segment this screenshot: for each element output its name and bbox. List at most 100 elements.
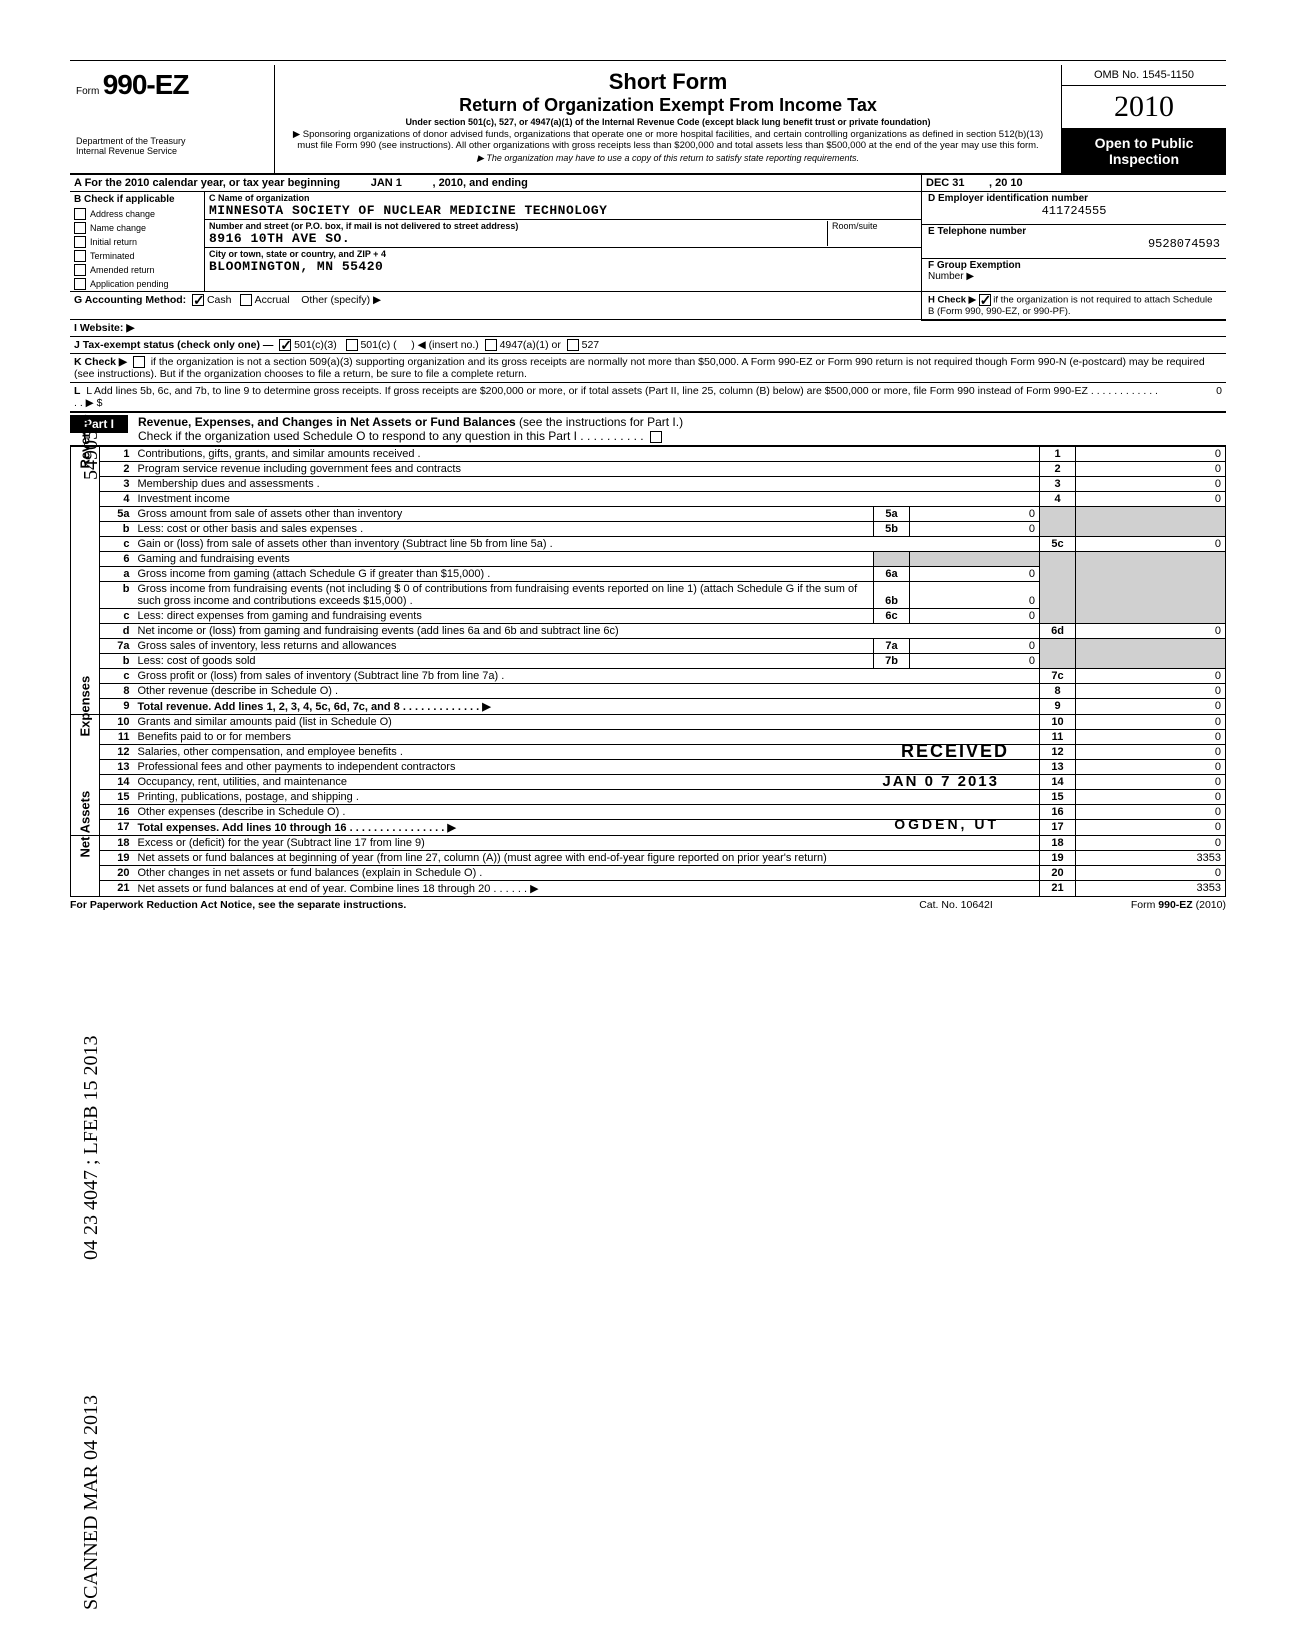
footer-left: For Paperwork Reduction Act Notice, see … <box>70 899 856 911</box>
room-suite-label: Room/suite <box>827 221 917 246</box>
part1-header: Part I Revenue, Expenses, and Changes in… <box>70 413 1226 446</box>
agency-line2: Internal Revenue Service <box>76 147 268 157</box>
phone-value: 9528074593 <box>928 237 1220 251</box>
g-other: Other (specify) ▶ <box>301 294 381 306</box>
j-o4: 527 <box>582 339 600 351</box>
line-5c: c Gain or (loss) from sale of assets oth… <box>71 537 1226 552</box>
agency-block: Department of the Treasury Internal Reve… <box>76 137 268 157</box>
row-i: I Website: ▶ <box>70 320 1226 337</box>
row-k: K Check ▶ if the organization is not a s… <box>70 354 1226 383</box>
short-form-title: Short Form <box>283 69 1053 95</box>
row-group-exempt: F Group Exemption Number ▶ <box>922 259 1226 291</box>
chk-name-change[interactable]: Name change <box>70 221 204 235</box>
header-sub1: Under section 501(c), 527, or 4947(a)(1)… <box>283 118 1053 128</box>
row-j-left: J Tax-exempt status (check only one) — 5… <box>70 337 921 353</box>
return-title: Return of Organization Exempt From Incom… <box>283 95 1053 116</box>
form-number: 990-EZ <box>103 69 189 100</box>
top-rule <box>70 60 1226 61</box>
chk-501c[interactable] <box>346 339 358 351</box>
part1-title: Revenue, Expenses, and Changes in Net As… <box>138 415 1226 443</box>
row-a-begin: JAN 1 <box>371 177 402 189</box>
chk-cash[interactable] <box>192 294 204 306</box>
form-prefix: Form <box>76 86 99 97</box>
chk-terminated[interactable]: Terminated <box>70 249 204 263</box>
k-text: if the organization is not a section 509… <box>74 356 1205 380</box>
chk-amended[interactable]: Amended return <box>70 263 204 277</box>
chk-527[interactable] <box>567 339 579 351</box>
line-8: 8 Other revenue (describe in Schedule O)… <box>71 684 1226 699</box>
org-name-label: C Name of organization <box>209 193 917 203</box>
row-org-name: C Name of organization MINNESOTA SOCIETY… <box>205 192 921 220</box>
line-10: Expenses 10 Grants and similar amounts p… <box>71 715 1226 730</box>
row-ein: D Employer identification number 4117245… <box>922 192 1226 225</box>
line-9: 9 Total revenue. Add lines 1, 2, 3, 4, 5… <box>71 699 1226 715</box>
line-5a: 5a Gross amount from sale of assets othe… <box>71 507 1226 522</box>
row-a-end: DEC 31 <box>926 177 965 189</box>
chk-app-pending[interactable]: Application pending <box>70 277 204 291</box>
chk-4947[interactable] <box>485 339 497 351</box>
part1-title-bold: Revenue, Expenses, and Changes in Net As… <box>138 415 516 429</box>
tax-year: 2010 <box>1114 90 1174 123</box>
checkbox-icon <box>74 278 86 290</box>
margin-stamp-dln: 04 23 4047 ; LFEB 15 2013 <box>80 1036 103 1260</box>
city-label: City or town, state or country, and ZIP … <box>209 249 917 259</box>
side-revenue: Revenue <box>71 447 100 715</box>
j-o1: 501(c)(3) <box>294 339 337 351</box>
org-address: 8916 10TH AVE SO. <box>209 231 827 246</box>
line-14: 14 Occupancy, rent, utilities, and maint… <box>71 775 1226 790</box>
header-left: Form 990-EZ Department of the Treasury I… <box>70 65 275 173</box>
open-public: Open to Public Inspection <box>1062 129 1226 173</box>
row-org-city: City or town, state or country, and ZIP … <box>205 248 921 275</box>
stamp-date: JAN 0 7 2013 <box>882 773 999 790</box>
row-l: L L Add lines 5b, 6c, and 7b, to line 9 … <box>70 383 1226 413</box>
form-header: Form 990-EZ Department of the Treasury I… <box>70 65 1226 175</box>
line-18: Net Assets 18 Excess or (deficit) for th… <box>71 836 1226 851</box>
row-a-yr: , 20 10 <box>989 177 1023 189</box>
j-o2: 501(c) ( <box>360 339 396 351</box>
col-de: D Employer identification number 4117245… <box>921 192 1226 291</box>
row-a-mid: , 2010, and ending <box>432 177 527 189</box>
chk-k[interactable] <box>133 356 145 368</box>
org-name: MINNESOTA SOCIETY OF NUCLEAR MEDICINE TE… <box>209 203 917 218</box>
chk-address-change[interactable]: Address change <box>70 207 204 221</box>
lines-table: Revenue 1 Contributions, gifts, grants, … <box>70 446 1226 897</box>
header-center: Short Form Return of Organization Exempt… <box>275 65 1061 173</box>
chk-schedule-o[interactable] <box>650 431 662 443</box>
row-a: A For the 2010 calendar year, or tax yea… <box>70 175 1226 192</box>
form-container: SCANNED MAR 04 2013 04 23 4047 ; LFEB 15… <box>70 60 1226 911</box>
open-public-l2: Inspection <box>1062 151 1226 167</box>
line-13: 13 Professional fees and other payments … <box>71 760 1226 775</box>
row-g: G Accounting Method: Cash Accrual Other … <box>70 292 921 319</box>
row-g-h: G Accounting Method: Cash Accrual Other … <box>70 292 1226 320</box>
line-7c: c Gross profit or (loss) from sales of i… <box>71 669 1226 684</box>
footer-right: Form 990-EZ (2010) <box>1056 899 1226 911</box>
j-label: J Tax-exempt status (check only one) — <box>74 339 273 351</box>
checkbox-icon <box>74 250 86 262</box>
part1-title-rest: (see the instructions for Part I.) <box>519 415 683 429</box>
chk-501c3[interactable] <box>279 339 291 351</box>
group-exempt-label: F Group Exemption <box>928 260 1021 271</box>
row-j-right <box>921 337 1226 353</box>
j-o2b: ) ◀ (insert no.) <box>411 339 479 351</box>
margin-stamp-scanned: SCANNED MAR 04 2013 <box>80 1395 103 1610</box>
line-6d: d Net income or (loss) from gaming and f… <box>71 624 1226 639</box>
header-right: OMB No. 1545-1150 2010 Open to Public In… <box>1061 65 1226 173</box>
ein-label: D Employer identification number <box>928 193 1220 204</box>
j-o3: 4947(a)(1) or <box>500 339 561 351</box>
line-1: Revenue 1 Contributions, gifts, grants, … <box>71 447 1226 462</box>
col-b: B Check if applicable Address change Nam… <box>70 192 205 291</box>
line-15: 15 Printing, publications, postage, and … <box>71 790 1226 805</box>
l-amount: 0 <box>1162 385 1222 409</box>
chk-accrual[interactable] <box>240 294 252 306</box>
group-exempt-label2: Number ▶ <box>928 271 974 282</box>
chk-schedule-b[interactable] <box>979 294 991 306</box>
col-c: C Name of organization MINNESOTA SOCIETY… <box>205 192 921 291</box>
chk-initial-return[interactable]: Initial return <box>70 235 204 249</box>
row-h-cont <box>921 320 1226 336</box>
line-19: 19 Net assets or fund balances at beginn… <box>71 851 1226 866</box>
open-public-l1: Open to Public <box>1062 135 1226 151</box>
line-20: 20 Other changes in net assets or fund b… <box>71 866 1226 881</box>
addr-label: Number and street (or P.O. box, if mail … <box>209 221 827 231</box>
l-text: L Add lines 5b, 6c, and 7b, to line 9 to… <box>74 385 1158 409</box>
year-box: 2010 <box>1062 86 1226 129</box>
